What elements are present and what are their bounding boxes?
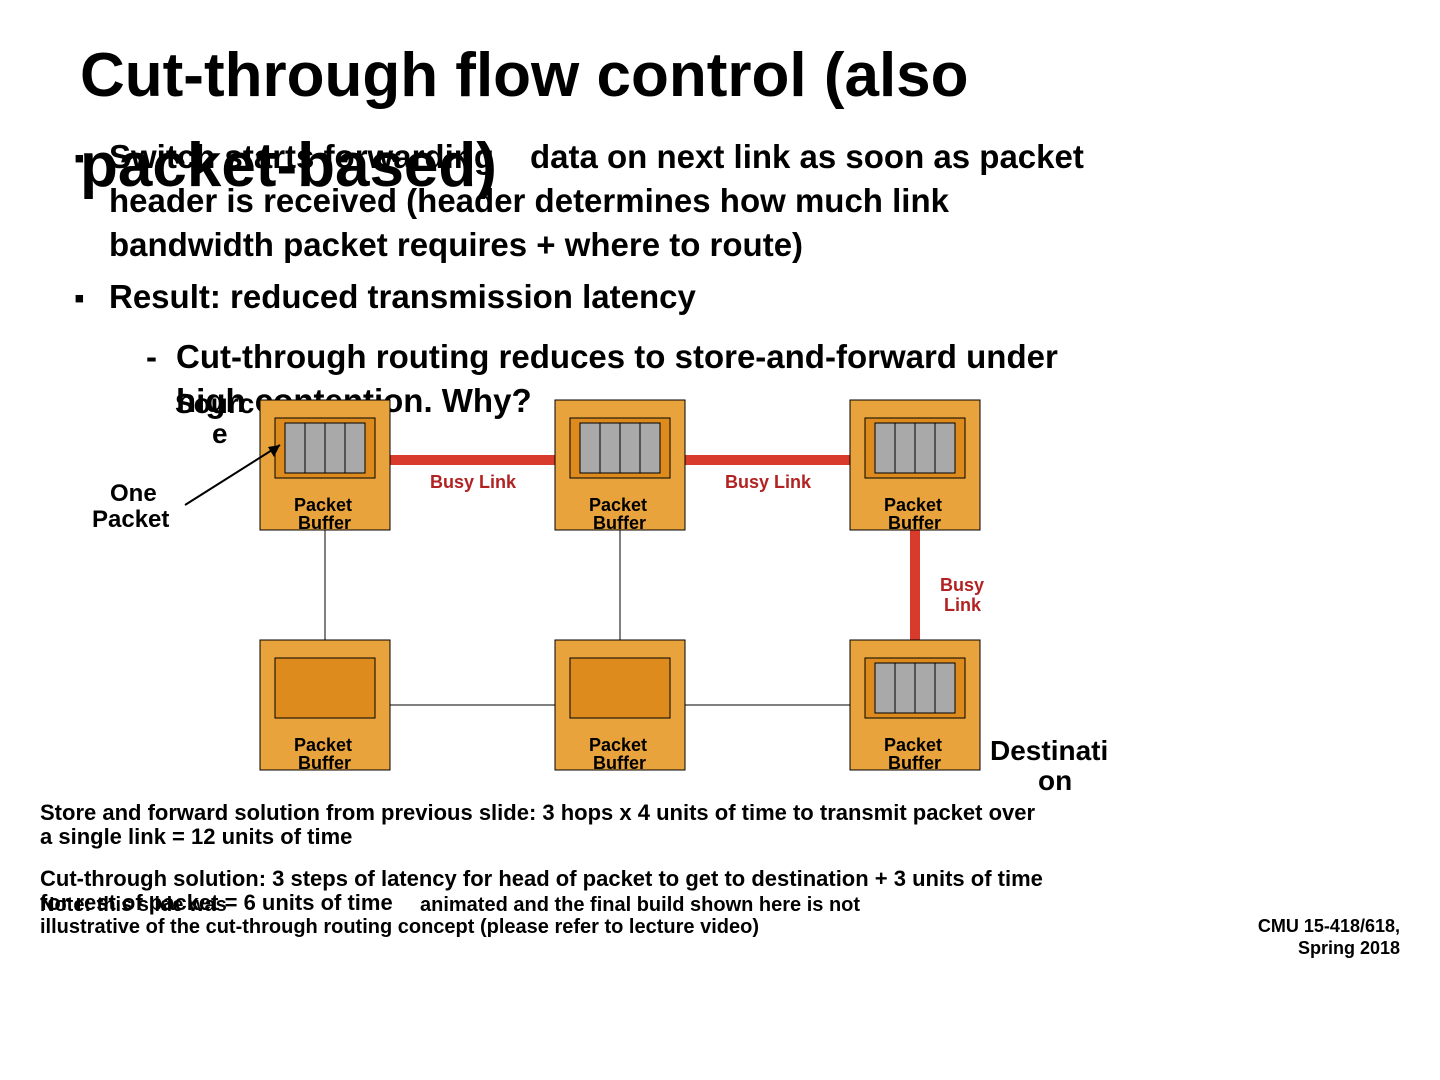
footer-ct-1: Cut-through solution: 3 steps of latency… bbox=[40, 866, 1043, 892]
slide-root: Cut-through flow control (also packet-ba… bbox=[0, 0, 1440, 1080]
source-label-1: Sourc bbox=[175, 388, 254, 420]
source-label-2: e bbox=[212, 418, 228, 450]
busy-link-label-1: Busy Link bbox=[430, 472, 516, 493]
buf-label-r2c2-2: Buffer bbox=[593, 753, 646, 774]
buf-label-r1c1-2: Buffer bbox=[298, 513, 351, 534]
destination-label-1: Destinati bbox=[990, 735, 1108, 767]
footer-sf-1: Store and forward solution from previous… bbox=[40, 800, 1035, 826]
footer-note-tail: animated and the final build shown here … bbox=[420, 894, 860, 917]
footer-note-2: illustrative of the cut-through routing … bbox=[40, 916, 759, 939]
busy-link-label-2: Busy Link bbox=[725, 472, 811, 493]
busy-link-label-3a: Busy bbox=[940, 575, 984, 596]
footer-sf-2: a single link = 12 units of time bbox=[40, 824, 352, 850]
buf-label-r1c2-2: Buffer bbox=[593, 513, 646, 534]
buf-label-r2c3-2: Buffer bbox=[888, 753, 941, 774]
destination-label-2: on bbox=[1038, 765, 1072, 797]
buf-label-r1c3-2: Buffer bbox=[888, 513, 941, 534]
one-packet-label-1: One bbox=[110, 480, 157, 508]
course-label: CMU 15-418/618, bbox=[1258, 916, 1400, 937]
one-packet-label-2: Packet bbox=[92, 506, 169, 534]
term-label: Spring 2018 bbox=[1298, 938, 1400, 959]
buf-label-r2c1-2: Buffer bbox=[298, 753, 351, 774]
footer-ct-2-overlap: for rest of packet = 6 units of time bbox=[40, 890, 393, 916]
busy-link-label-3b: Link bbox=[944, 595, 981, 616]
